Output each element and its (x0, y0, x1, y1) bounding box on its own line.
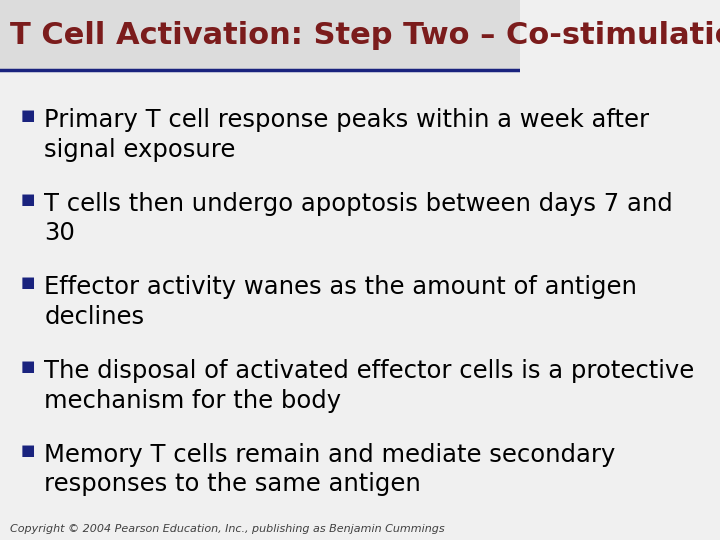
FancyBboxPatch shape (0, 0, 520, 70)
Text: ■: ■ (21, 108, 35, 123)
Text: ■: ■ (21, 192, 35, 207)
Text: T Cell Activation: Step Two – Co-stimulation: T Cell Activation: Step Two – Co-stimula… (10, 21, 720, 50)
Text: Primary T cell response peaks within a week after
signal exposure: Primary T cell response peaks within a w… (44, 108, 649, 161)
Text: ■: ■ (21, 359, 35, 374)
Text: Copyright © 2004 Pearson Education, Inc., publishing as Benjamin Cummings: Copyright © 2004 Pearson Education, Inc.… (10, 523, 445, 534)
Text: ■: ■ (21, 275, 35, 291)
Text: Effector activity wanes as the amount of antigen
declines: Effector activity wanes as the amount of… (44, 275, 637, 329)
Text: Memory T cells remain and mediate secondary
responses to the same antigen: Memory T cells remain and mediate second… (44, 443, 616, 496)
Text: ■: ■ (21, 443, 35, 458)
Text: T cells then undergo apoptosis between days 7 and
30: T cells then undergo apoptosis between d… (44, 192, 673, 245)
Text: The disposal of activated effector cells is a protective
mechanism for the body: The disposal of activated effector cells… (44, 359, 694, 413)
